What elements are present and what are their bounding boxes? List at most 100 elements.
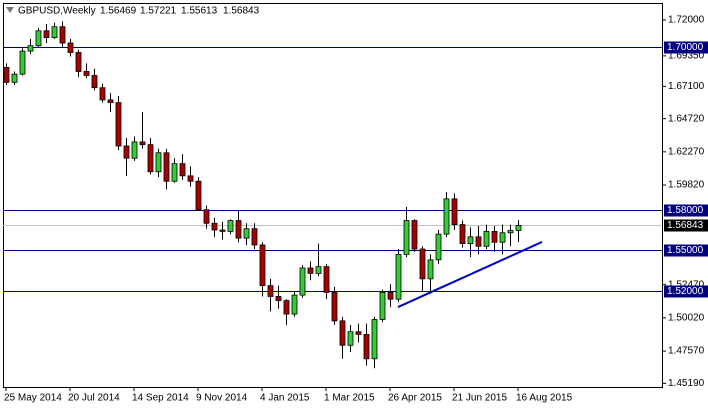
header-close: 1.56843 (223, 6, 260, 17)
y-tick-label: 1.72000 (668, 15, 705, 26)
candle-body (27, 45, 34, 52)
x-tick-label: 16 Aug 2015 (516, 393, 573, 404)
level-label: 1.55000 (667, 245, 704, 256)
candle-body (123, 145, 130, 159)
candle-body (435, 233, 442, 261)
candle-body (211, 222, 218, 231)
level-label-box (664, 244, 708, 257)
trendline (397, 241, 543, 308)
x-tick-label: 4 Jan 2015 (260, 393, 310, 404)
candle-body (475, 236, 482, 247)
candle-body (171, 163, 178, 182)
candle-body (483, 230, 490, 247)
candle-body (163, 152, 170, 182)
header-open: 1.56469 (100, 6, 137, 17)
chart-title: GBPUSD,Weekly (18, 6, 96, 17)
header-high: 1.57221 (140, 6, 177, 17)
candle-body (371, 319, 378, 360)
x-tick-label: 1 Mar 2015 (324, 393, 375, 404)
candle-body (363, 334, 370, 360)
candle-body (83, 71, 90, 76)
candle-body (195, 180, 202, 211)
candle-body (315, 266, 322, 274)
candle-body (291, 294, 298, 315)
x-tick-label: 26 Apr 2015 (388, 393, 442, 404)
candle-body (139, 141, 146, 146)
candle-body (115, 102, 122, 147)
candle-body (259, 244, 266, 287)
y-tick-label: 1.59820 (668, 180, 705, 191)
x-tick-label: 20 Jul 2014 (68, 393, 120, 404)
candle-body (107, 99, 114, 104)
candle-body (491, 230, 498, 243)
candle-body (323, 266, 330, 293)
candle-body (243, 228, 250, 239)
candle-body (451, 198, 458, 226)
level-label-box (664, 41, 708, 54)
price-label-box (664, 219, 708, 232)
candle-body (379, 291, 386, 320)
level-label-box (664, 285, 708, 298)
candle-body (459, 224, 466, 244)
price-label: 1.56843 (667, 220, 704, 231)
x-tick-label: 14 Sep 2014 (132, 393, 189, 404)
candle-body (347, 331, 354, 346)
level-label: 1.58000 (667, 205, 704, 216)
candle-body (275, 296, 282, 301)
candle-body (75, 52, 82, 72)
candle-body (443, 198, 450, 235)
candle-body (419, 248, 426, 280)
y-tick-label: 1.47570 (668, 346, 705, 357)
candle-body (331, 291, 338, 322)
x-tick-label: 25 May 2014 (4, 393, 62, 404)
y-tick-label: 1.50020 (668, 313, 705, 324)
candle-body (395, 254, 402, 300)
y-tick-label: 1.67100 (668, 81, 705, 92)
y-tick-label: 1.52470 (668, 279, 705, 290)
candle-body (99, 87, 106, 101)
y-tick-label: 1.62270 (668, 146, 705, 157)
y-tick-label: 1.45190 (668, 378, 705, 389)
candle-body (3, 66, 10, 83)
candle-body (299, 267, 306, 296)
candle-body (147, 144, 154, 173)
candle-body (187, 175, 194, 182)
level-label: 1.52000 (667, 286, 704, 297)
candle-body (59, 26, 66, 44)
candle-body (499, 232, 506, 243)
candle-body (387, 291, 394, 300)
candle-body (51, 26, 58, 38)
candle-body (467, 236, 474, 244)
candle-body (507, 230, 514, 234)
candle-body (515, 224, 522, 231)
candle-body (227, 220, 234, 232)
candle-body (427, 259, 434, 280)
candle-body (19, 50, 26, 75)
candle-body (11, 73, 18, 83)
header-low: 1.55613 (181, 6, 218, 17)
candle-body (411, 220, 418, 250)
candle-body (283, 300, 290, 315)
candle-body (43, 30, 50, 38)
y-tick-label: 1.64720 (668, 113, 705, 124)
candle-body (267, 285, 274, 297)
level-label: 1.70000 (667, 42, 704, 53)
candle-body (155, 152, 162, 173)
x-tick-label: 21 Jun 2015 (452, 393, 507, 404)
symbol-icon (6, 7, 14, 13)
candle-body (67, 42, 74, 53)
candle-body (179, 163, 186, 177)
level-label-box (664, 204, 708, 217)
x-tick-label: 9 Nov 2014 (196, 393, 248, 404)
candle-body (91, 75, 98, 89)
candle-body (339, 320, 346, 346)
candle-body (35, 30, 42, 47)
candle-body (251, 228, 258, 246)
candle-body (235, 220, 242, 239)
candle-body (307, 267, 314, 274)
candle-body (403, 220, 410, 255)
candle-body (203, 209, 210, 224)
candle-body (355, 331, 362, 335)
